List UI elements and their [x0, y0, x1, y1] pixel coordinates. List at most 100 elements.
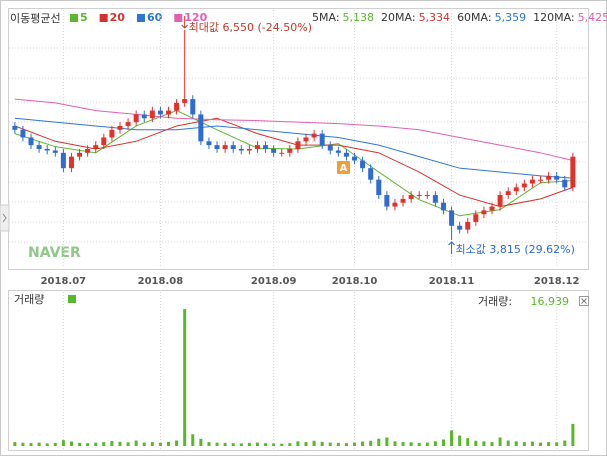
- candle-body: [28, 137, 34, 146]
- volume-bar: [344, 443, 348, 446]
- volume-bar: [142, 442, 146, 446]
- min-annotation: 최소값 3,815 (29.62%): [456, 243, 575, 256]
- candle-body: [465, 221, 471, 230]
- candle-body: [295, 141, 301, 149]
- x-tick-label: 2018.12: [534, 276, 580, 287]
- volume-bar: [522, 442, 526, 446]
- expand-arrow: [2, 213, 7, 223]
- volume-bar: [239, 443, 243, 446]
- volume-bar: [328, 442, 332, 446]
- x-tick-label: 2018.10: [332, 276, 378, 287]
- ma-indicator-value: 5,425: [578, 11, 607, 24]
- candle-body: [101, 137, 107, 146]
- candle-body: [85, 148, 91, 153]
- volume-bar: [110, 441, 114, 446]
- volume-current-label: 거래량:: [478, 295, 512, 308]
- legend-label: 60: [147, 11, 163, 24]
- volume-bar: [555, 442, 559, 446]
- ma-indicator-value: 5,334: [419, 11, 451, 24]
- volume-bar: [490, 442, 494, 446]
- volume-bar: [255, 442, 259, 446]
- candle-body: [109, 129, 115, 138]
- volume-bar: [530, 441, 534, 446]
- candle-body: [190, 99, 196, 115]
- candle-body: [12, 125, 18, 130]
- volume-bar: [506, 440, 510, 446]
- candle-body: [546, 175, 552, 180]
- volume-bar: [361, 441, 365, 446]
- volume-swatch: [68, 295, 76, 303]
- candle-body: [449, 210, 455, 226]
- volume-bar: [272, 443, 276, 446]
- volume-bar: [223, 442, 227, 446]
- candle-body: [149, 110, 155, 119]
- volume-title: 거래량: [14, 293, 44, 306]
- candle-body: [521, 183, 527, 188]
- volume-bar: [466, 438, 470, 446]
- volume-bar: [126, 442, 130, 446]
- event-marker: A: [340, 163, 348, 174]
- volume-bar: [37, 442, 41, 446]
- x-tick-label: 2018.11: [429, 276, 475, 287]
- candle-body: [513, 187, 519, 192]
- candle-body: [311, 133, 317, 138]
- volume-panel: [8, 290, 589, 451]
- max-arrow: [181, 15, 189, 29]
- min-arrow: [448, 241, 455, 254]
- volume-bar: [514, 441, 518, 446]
- candle-body: [489, 206, 495, 211]
- volume-bar: [425, 442, 429, 446]
- candle-body: [133, 114, 139, 123]
- volume-bar: [191, 434, 195, 446]
- volume-bar: [320, 441, 324, 446]
- volume-bar: [61, 440, 65, 446]
- expand-handle[interactable]: [0, 204, 10, 232]
- candle-body: [416, 195, 422, 197]
- candle-body: [562, 179, 568, 188]
- candle-body: [125, 122, 131, 126]
- volume-bar: [482, 441, 486, 446]
- candle-body: [352, 156, 358, 161]
- volume-bar: [571, 423, 575, 446]
- legend-label: 120: [184, 11, 207, 24]
- candle-body: [60, 152, 66, 169]
- candle-body: [408, 195, 414, 199]
- candle-body: [230, 145, 236, 149]
- candle-body: [570, 156, 576, 188]
- ma-indicator-name: 20MA:: [381, 11, 416, 24]
- candle-body: [117, 125, 123, 130]
- candle-body: [44, 148, 50, 151]
- volume-bar: [433, 441, 437, 446]
- event-marker-bg: [337, 161, 350, 174]
- candle-body: [538, 179, 544, 181]
- legend-swatch: [174, 14, 183, 22]
- candle-body: [263, 145, 269, 149]
- volume-bar: [69, 441, 73, 446]
- volume-bar: [458, 435, 462, 446]
- x-tick-label: 2018.09: [251, 276, 297, 287]
- volume-bar: [183, 309, 187, 446]
- x-tick-label: 2018.07: [41, 276, 87, 287]
- volume-bar: [199, 438, 203, 446]
- candle-body: [141, 114, 147, 119]
- candle-body: [529, 179, 535, 184]
- candle-body: [182, 99, 188, 103]
- candle-body: [497, 195, 503, 207]
- volume-bar: [539, 442, 543, 446]
- candle-body: [384, 195, 390, 207]
- volume-bar: [21, 442, 25, 446]
- watermark: NAVER: [28, 245, 81, 261]
- ma-line: [14, 117, 573, 179]
- ma-indicator-name: 5MA:: [312, 11, 340, 24]
- volume-bar: [336, 442, 340, 446]
- candle-body: [174, 102, 180, 111]
- volume-bar: [215, 442, 219, 446]
- volume-bar: [134, 440, 138, 446]
- volume-bar: [53, 442, 57, 446]
- candle-body: [206, 141, 212, 146]
- volume-bar: [450, 430, 454, 446]
- volume-bar: [45, 443, 49, 446]
- candle-body: [368, 168, 374, 180]
- legend-label: 5: [80, 11, 88, 24]
